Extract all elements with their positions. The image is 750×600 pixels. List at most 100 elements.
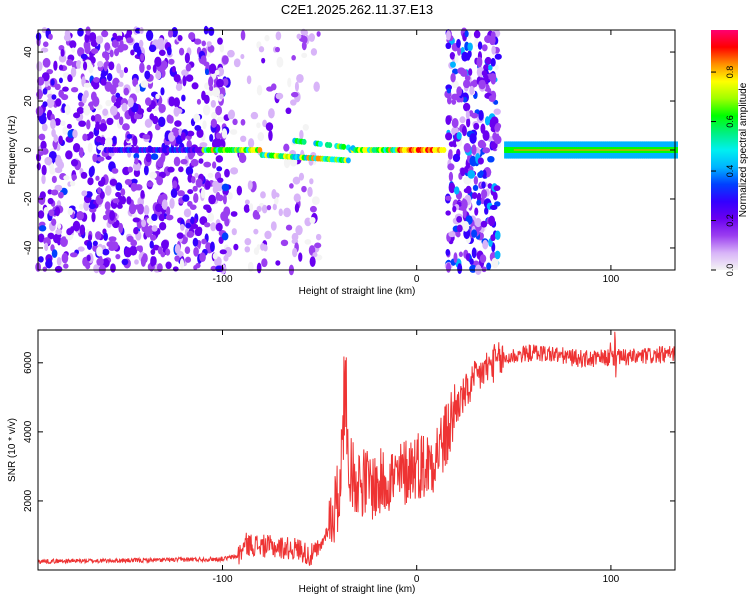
spectrogram-noise	[462, 79, 471, 89]
colorbar-tick-label: 0.6	[725, 115, 735, 128]
spectrogram-noise	[453, 252, 458, 264]
spectrogram-noise	[175, 83, 183, 91]
spectrogram-noise	[194, 172, 199, 178]
spectrogram-noise	[80, 53, 88, 60]
spectrogram-noise	[215, 191, 221, 201]
spectrogram-noise	[121, 258, 129, 266]
spectrogram-noise	[204, 180, 211, 190]
spectrogram-noise	[490, 234, 496, 242]
spectrogram-noise	[57, 223, 62, 230]
spectrogram-signal	[345, 157, 351, 164]
spectrogram-noise	[62, 126, 68, 135]
spectrogram-noise	[189, 204, 197, 211]
spectrogram-noise	[244, 246, 251, 253]
spectrogram-noise	[144, 70, 151, 80]
spectrogram-noise	[92, 96, 100, 107]
spectrogram-noise	[180, 132, 186, 141]
spectrogram-carrier	[511, 147, 515, 153]
spectrogram-noise	[313, 81, 320, 92]
spectrogram-noise	[457, 263, 463, 275]
spectrogram-noise	[196, 128, 204, 138]
snr-ylabel: SNR (10 * v/v)	[7, 418, 18, 482]
spectrogram-noise	[97, 144, 106, 151]
spectrogram-noise	[272, 203, 277, 211]
spectrogram-noise	[227, 49, 235, 58]
spectrogram-noise	[55, 228, 63, 235]
spectrogram-noise	[132, 77, 138, 87]
spectrogram-noise	[96, 257, 104, 266]
spectrogram-noise	[142, 134, 151, 140]
spectrogram-noise	[256, 205, 262, 213]
spectrogram-noise	[175, 108, 183, 114]
spectrogram-noise	[265, 122, 274, 132]
spectrogram-noise	[90, 115, 96, 122]
spectrogram-noise	[143, 165, 149, 176]
spectrogram-noise	[112, 136, 117, 145]
spectrogram-noise	[101, 30, 109, 38]
spectrogram-noise	[233, 58, 241, 68]
spectrogram-noise	[158, 116, 166, 128]
spectrogram-noise	[95, 175, 100, 181]
spectrogram-noise	[132, 212, 138, 219]
spectrogram-noise	[207, 44, 215, 53]
spectrogram-noise	[131, 178, 138, 185]
spectrogram-noise	[65, 150, 73, 160]
spectrogram-noise	[309, 256, 316, 268]
spectrogram-noise	[54, 206, 61, 217]
colorbar-tick-label: 0.8	[725, 66, 735, 79]
spectrogram-noise	[256, 85, 263, 96]
spectrogram-noise	[289, 183, 294, 189]
colorbar-ticks: 0.0 0.2 0.4 0.6 0.8	[711, 66, 735, 276]
spectrogram-noise	[481, 44, 488, 52]
spectrogram-noise	[124, 247, 132, 258]
spectrogram-noise	[212, 180, 219, 188]
spectrogram-noise	[488, 215, 496, 227]
spectrogram-noise	[58, 64, 64, 71]
spectrogram-noise	[51, 218, 57, 226]
spectrogram-noise	[212, 252, 218, 260]
spectrogram-noise	[290, 91, 299, 98]
spectrogram-noise	[309, 216, 316, 224]
spectrogram-noise	[268, 130, 273, 142]
spectrogram-noise	[42, 88, 48, 95]
spectrogram-noise	[465, 253, 470, 261]
spectrogram-noise	[134, 259, 139, 265]
spectrogram-noise	[285, 224, 293, 231]
spectrogram-noise	[171, 65, 176, 73]
spectrogram-noise	[111, 168, 119, 174]
spectrogram-noise	[258, 46, 265, 53]
spectrogram-noise	[464, 30, 469, 38]
spectrogram-noise	[90, 165, 95, 176]
spectrogram-noise	[471, 247, 477, 259]
spectrogram-noise	[240, 118, 246, 126]
spectrogram-noise	[467, 42, 473, 52]
spectrogram-noise	[133, 168, 141, 178]
spectrogram-noise	[469, 133, 477, 144]
spectrogram-noise	[481, 189, 488, 199]
spectrogram-noise	[130, 49, 135, 56]
spectrogram-noise	[462, 207, 467, 219]
spectrogram-noise	[298, 172, 305, 181]
spectrogram-noise	[185, 166, 194, 176]
spectrogram-noise	[460, 167, 466, 177]
spectrogram-noise	[174, 244, 181, 254]
spectrogram-noise	[477, 157, 484, 165]
spectrogram-noise	[106, 73, 113, 82]
spectrogram-noise	[127, 166, 133, 173]
spectrogram-noise	[36, 162, 41, 171]
spectrogram-noise	[198, 158, 204, 164]
spectrogram-noise	[264, 34, 270, 42]
spectrogram-noise	[192, 237, 199, 247]
chart-title: C2E1.2025.262.11.37.E13	[281, 2, 433, 17]
spectrogram-noise	[465, 52, 471, 61]
spectrogram-noise	[150, 234, 157, 241]
spectrogram-noise	[168, 58, 175, 65]
spectrogram-noise	[166, 46, 172, 56]
spectrogram-noise	[483, 74, 489, 82]
spectrogram-noise	[208, 63, 217, 75]
spectrogram-noise	[448, 171, 454, 182]
spectrogram-noise	[181, 69, 189, 77]
spectrogram-noise	[454, 54, 459, 64]
spectrogram-noise	[173, 97, 180, 108]
spectrogram-noise	[104, 42, 111, 51]
